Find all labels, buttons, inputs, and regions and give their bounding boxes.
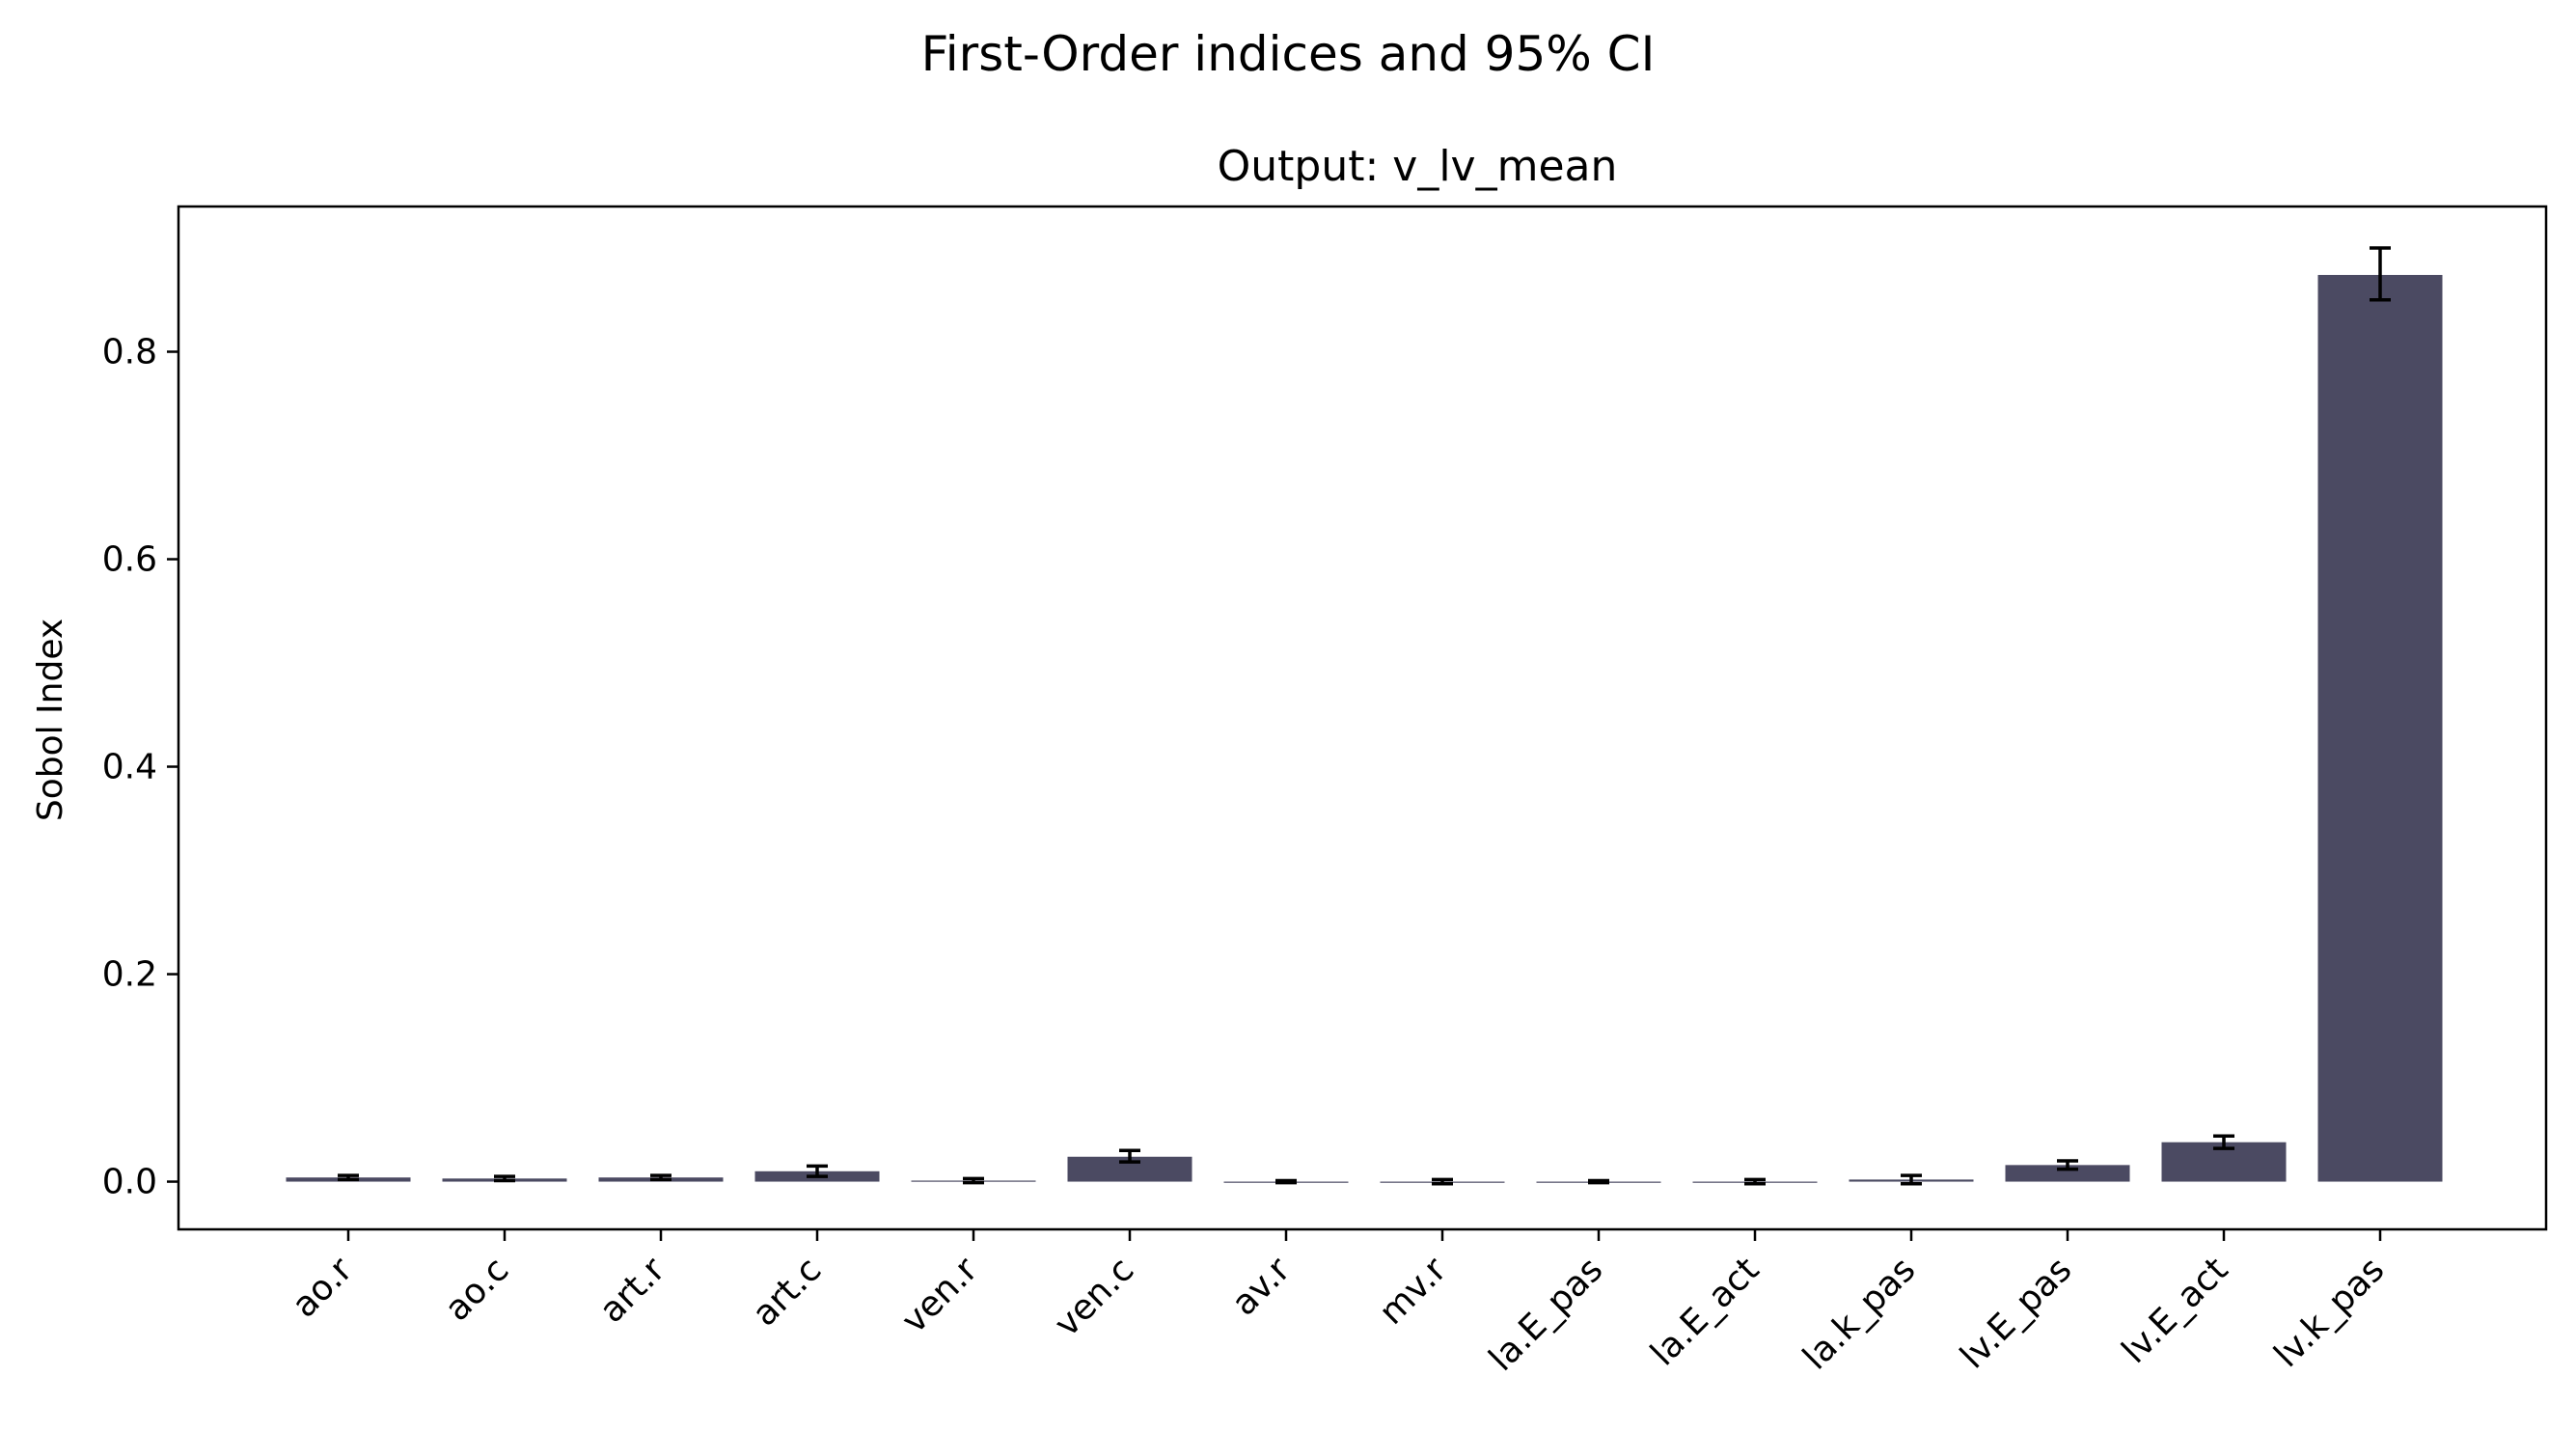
y-axis-label: Sobol Index bbox=[31, 619, 70, 821]
y-tick-label: 0.4 bbox=[102, 748, 157, 787]
bar-lv.k_pas bbox=[2317, 274, 2443, 1182]
x-tick-label: ven.r bbox=[894, 1250, 986, 1341]
x-tick-label: la.E_act bbox=[1643, 1250, 1767, 1373]
x-tick-label: la.E_pas bbox=[1482, 1250, 1611, 1379]
error-bar-av.r bbox=[1275, 1178, 1297, 1185]
error-bar-la.E_act bbox=[1744, 1177, 1766, 1186]
x-tick-label: lv.E_act bbox=[2115, 1250, 2236, 1371]
error-bar-la.k_pas bbox=[1901, 1173, 1922, 1186]
error-bar-lv.E_pas bbox=[2057, 1159, 2078, 1171]
x-tick-label: mv.r bbox=[1372, 1250, 1455, 1333]
x-tick-label: art.r bbox=[592, 1250, 673, 1331]
x-tick-label: art.c bbox=[745, 1250, 829, 1334]
plot-frame bbox=[177, 205, 2548, 1231]
error-bar-art.c bbox=[807, 1164, 828, 1178]
x-tick-label: av.r bbox=[1224, 1250, 1298, 1323]
x-tick-label: ao.r bbox=[285, 1250, 360, 1325]
error-bar-art.r bbox=[650, 1173, 671, 1182]
bar-lv.E_pas bbox=[2005, 1165, 2130, 1182]
error-bar-lv.E_act bbox=[2213, 1134, 2234, 1150]
chart-title: Output: v_lv_mean bbox=[1218, 142, 1618, 191]
x-axis: ao.r ao.c art.r art.c ven.r ven.c av.r mv.r la.E… bbox=[285, 1229, 2392, 1379]
error-bars-layer bbox=[338, 246, 2391, 1186]
error-bar-ven.r bbox=[963, 1176, 984, 1185]
x-tick-label: lv.k_pas bbox=[2267, 1250, 2393, 1375]
y-tick-label: 0.0 bbox=[102, 1163, 157, 1202]
x-tick-label: la.k_pas bbox=[1795, 1250, 1923, 1377]
x-tick-label: ao.c bbox=[438, 1250, 517, 1329]
error-bar-la.E_pas bbox=[1588, 1178, 1609, 1185]
bars-layer bbox=[286, 274, 2443, 1183]
x-tick-label: lv.E_pas bbox=[1953, 1250, 2079, 1376]
chart-suptitle: First-Order indices and 95% CI bbox=[921, 26, 1656, 82]
y-tick-label: 0.6 bbox=[102, 540, 157, 580]
y-tick-label: 0.8 bbox=[102, 333, 157, 372]
error-bar-ao.r bbox=[338, 1173, 359, 1182]
error-bar-ao.c bbox=[494, 1174, 515, 1183]
y-tick-label: 0.2 bbox=[102, 955, 157, 995]
error-bar-mv.r bbox=[1432, 1177, 1453, 1186]
error-bar-lv.k_pas bbox=[2370, 246, 2391, 302]
y-axis: 0.0 0.2 0.4 0.6 0.8 bbox=[102, 333, 178, 1202]
error-bar-ven.c bbox=[1119, 1148, 1140, 1164]
x-tick-label: ven.c bbox=[1047, 1250, 1141, 1344]
